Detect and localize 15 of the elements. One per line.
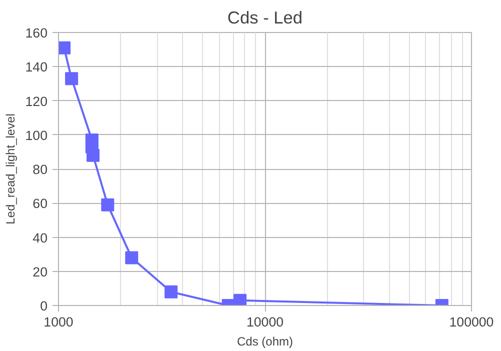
y-tick-label: 140 xyxy=(25,60,48,75)
y-tick-label: 120 xyxy=(25,94,48,109)
x-axis-title: Cds (ohm) xyxy=(236,334,294,348)
y-tick-label: 0 xyxy=(40,298,48,314)
x-tick-label: 10000 xyxy=(246,314,284,330)
y-axis-title: Led_read_light_level xyxy=(3,114,18,224)
y-tick-label: 60 xyxy=(32,196,48,212)
chart-title: Cds - Led xyxy=(227,8,303,28)
y-tick-label: 20 xyxy=(32,264,48,280)
y-tick-label: 40 xyxy=(32,230,48,246)
x-tick-label: 100000 xyxy=(449,314,494,330)
y-tick-label: 160 xyxy=(25,26,48,40)
y-tick-label: 100 xyxy=(25,128,48,143)
x-tick-label: 1000 xyxy=(44,314,74,330)
y-tick-label: 80 xyxy=(32,162,48,177)
